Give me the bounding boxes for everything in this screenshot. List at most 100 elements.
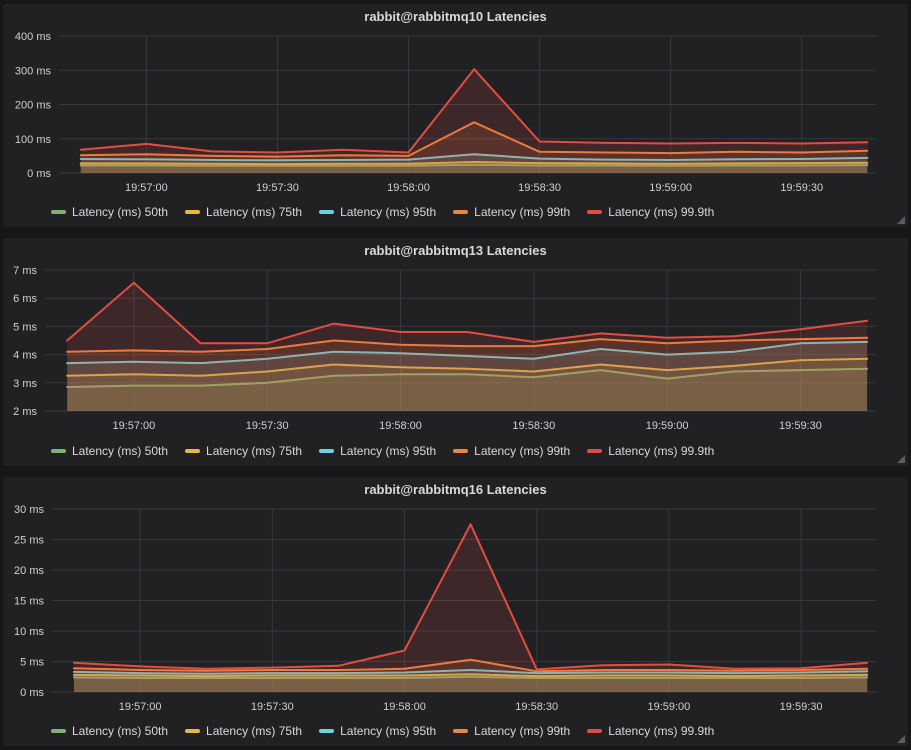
legend-series-label: Latency (ms) 75th	[206, 443, 303, 458]
y-axis-tick-label: 30 ms	[14, 504, 44, 516]
legend-series-label: Latency (ms) 95th	[340, 205, 437, 220]
latency-graph[interactable]: 7 ms 6 ms 5 ms 4 ms 3 ms 2 ms 19:57:00 19:57:30…	[9, 260, 902, 439]
x-axis-tick-label: 19:57:30	[256, 182, 299, 194]
legend-item[interactable]: Latency (ms) 95th	[319, 205, 436, 219]
series-line	[79, 153, 869, 162]
legend-item[interactable]: Latency (ms) 99th	[453, 205, 570, 219]
legend-series-color-dash	[185, 729, 201, 733]
y-axis-tick-label: 0 ms	[20, 687, 44, 699]
legend-item[interactable]: Latency (ms) 75th	[185, 724, 302, 738]
legend-item[interactable]: Latency (ms) 50th	[51, 444, 168, 458]
series-line	[66, 368, 869, 389]
panel-resize-handle-icon[interactable]	[897, 216, 905, 225]
x-axis-tick-label: 19:59:30	[780, 182, 823, 194]
y-axis-tick-label: 7 ms	[13, 265, 37, 277]
y-axis-tick-label: 25 ms	[14, 534, 44, 546]
series-line	[73, 675, 869, 679]
graph-legend: Latency (ms) 50th Latency (ms) 75th Latenc…	[9, 440, 902, 462]
series-group	[66, 282, 869, 412]
series-area	[74, 669, 868, 692]
y-axis-tick-label: 4 ms	[13, 350, 37, 362]
panel-title[interactable]: rabbit@rabbitmq10 Latencies	[364, 9, 547, 24]
series-line	[66, 282, 869, 345]
panel-resize-handle-icon[interactable]	[897, 454, 905, 463]
y-axis-tick-label: 100 ms	[15, 134, 52, 146]
legend-series-color-dash	[587, 210, 603, 215]
x-axis-tick-label: 19:58:00	[383, 701, 426, 713]
legend-series-label: Latency (ms) 99th	[474, 205, 571, 220]
y-axis-tick-label: 20 ms	[14, 565, 44, 577]
panel-rabbitmq13-latencies: rabbit@rabbitmq13 Latencies 7 ms 6 ms 5 ms…	[3, 238, 908, 466]
legend-item[interactable]: Latency (ms) 50th	[51, 724, 168, 738]
legend-series-color-dash	[587, 448, 603, 453]
y-axis-tick-label: 6 ms	[13, 294, 37, 306]
series-line	[66, 341, 869, 365]
x-axis-tick-label: 19:57:00	[119, 701, 162, 713]
axis-labels: 400 ms 300 ms 200 ms 100 ms 0 ms 19:57:00 19:5…	[15, 31, 823, 194]
legend-item[interactable]: Latency (ms) 75th	[185, 205, 302, 219]
legend-series-color-dash	[51, 729, 66, 733]
legend-item[interactable]: Latency (ms) 99.9th	[587, 205, 714, 219]
x-axis-tick-label: 19:59:00	[649, 182, 692, 194]
series-area	[80, 69, 868, 173]
x-axis-tick-label: 19:58:30	[518, 182, 561, 194]
legend-series-color-dash	[587, 729, 603, 733]
legend-series-label: Latency (ms) 50th	[72, 443, 169, 458]
x-axis-tick-label: 19:58:30	[515, 701, 558, 713]
chart-canvas[interactable]: 400 ms 300 ms 200 ms 100 ms 0 ms 19:57:00 19:5…	[9, 26, 902, 201]
legend-item[interactable]: Latency (ms) 99th	[453, 444, 570, 458]
legend-series-color-dash	[319, 729, 335, 733]
chart-canvas[interactable]: 30 ms 25 ms 20 ms 15 ms 10 ms 5 ms 0 ms 19:57:0…	[9, 499, 902, 720]
x-axis-tick-label: 19:59:00	[646, 420, 689, 432]
series-area	[67, 283, 868, 412]
y-axis-tick-label: 5 ms	[20, 656, 44, 668]
series-line	[79, 68, 869, 154]
legend-item[interactable]: Latency (ms) 95th	[319, 724, 436, 738]
legend-series-label: Latency (ms) 75th	[206, 205, 303, 220]
legend-series-color-dash	[453, 448, 469, 453]
grid-lines	[52, 508, 876, 693]
series-line	[73, 668, 869, 675]
series-line	[73, 523, 869, 671]
series-area	[80, 154, 868, 173]
panel-title[interactable]: rabbit@rabbitmq13 Latencies	[364, 243, 547, 259]
series-area	[80, 164, 868, 173]
panel-title[interactable]: rabbit@rabbitmq16 Latencies	[364, 481, 547, 497]
legend-item[interactable]: Latency (ms) 99.9th	[587, 724, 714, 738]
legend-series-label: Latency (ms) 75th	[206, 724, 303, 738]
latency-graph[interactable]: 400 ms 300 ms 200 ms 100 ms 0 ms 19:57:00 19:5…	[9, 26, 902, 201]
panel-rabbitmq16-latencies: rabbit@rabbitmq16 Latencies 30 ms 25 ms 20…	[3, 476, 908, 746]
latency-graph[interactable]: 30 ms 25 ms 20 ms 15 ms 10 ms 5 ms 0 ms 19:57:0…	[9, 499, 902, 720]
y-axis-tick-label: 2 ms	[13, 406, 37, 418]
panel-resize-handle-icon[interactable]	[897, 735, 905, 743]
legend-item[interactable]: Latency (ms) 99th	[453, 724, 570, 738]
legend-series-label: Latency (ms) 50th	[72, 205, 169, 220]
legend-item[interactable]: Latency (ms) 99.9th	[587, 444, 714, 458]
grid-lines	[45, 269, 876, 412]
legend-series-label: Latency (ms) 99.9th	[608, 443, 715, 458]
y-axis-tick-label: 5 ms	[13, 322, 37, 334]
axis-labels: 7 ms 6 ms 5 ms 4 ms 3 ms 2 ms 19:57:00 19:57:30…	[13, 265, 822, 432]
x-axis-tick-label: 19:57:30	[246, 420, 289, 432]
chart-canvas[interactable]: 7 ms 6 ms 5 ms 4 ms 3 ms 2 ms 19:57:00 19:57:30…	[9, 260, 902, 439]
x-axis-tick-label: 19:59:30	[780, 701, 823, 713]
x-axis-tick-label: 19:57:00	[125, 182, 168, 194]
legend-item[interactable]: Latency (ms) 50th	[51, 205, 168, 219]
series-line	[66, 337, 869, 354]
legend-series-color-dash	[51, 448, 66, 453]
axis-labels: 30 ms 25 ms 20 ms 15 ms 10 ms 5 ms 0 ms 19:57:0…	[14, 504, 822, 713]
y-axis-tick-label: 400 ms	[15, 31, 52, 43]
legend-item[interactable]: Latency (ms) 95th	[319, 444, 436, 458]
graph-legend: Latency (ms) 50th Latency (ms) 75th Latenc…	[9, 720, 902, 742]
series-line	[79, 121, 869, 158]
series-line	[73, 673, 869, 677]
legend-series-label: Latency (ms) 99th	[474, 724, 571, 738]
legend-series-label: Latency (ms) 95th	[340, 724, 437, 738]
x-axis-tick-label: 19:58:00	[379, 420, 422, 432]
legend-item[interactable]: Latency (ms) 75th	[185, 444, 302, 458]
legend-series-color-dash	[185, 448, 201, 453]
y-axis-tick-label: 300 ms	[15, 65, 52, 77]
y-axis-tick-label: 200 ms	[15, 100, 52, 112]
legend-series-color-dash	[319, 448, 335, 453]
